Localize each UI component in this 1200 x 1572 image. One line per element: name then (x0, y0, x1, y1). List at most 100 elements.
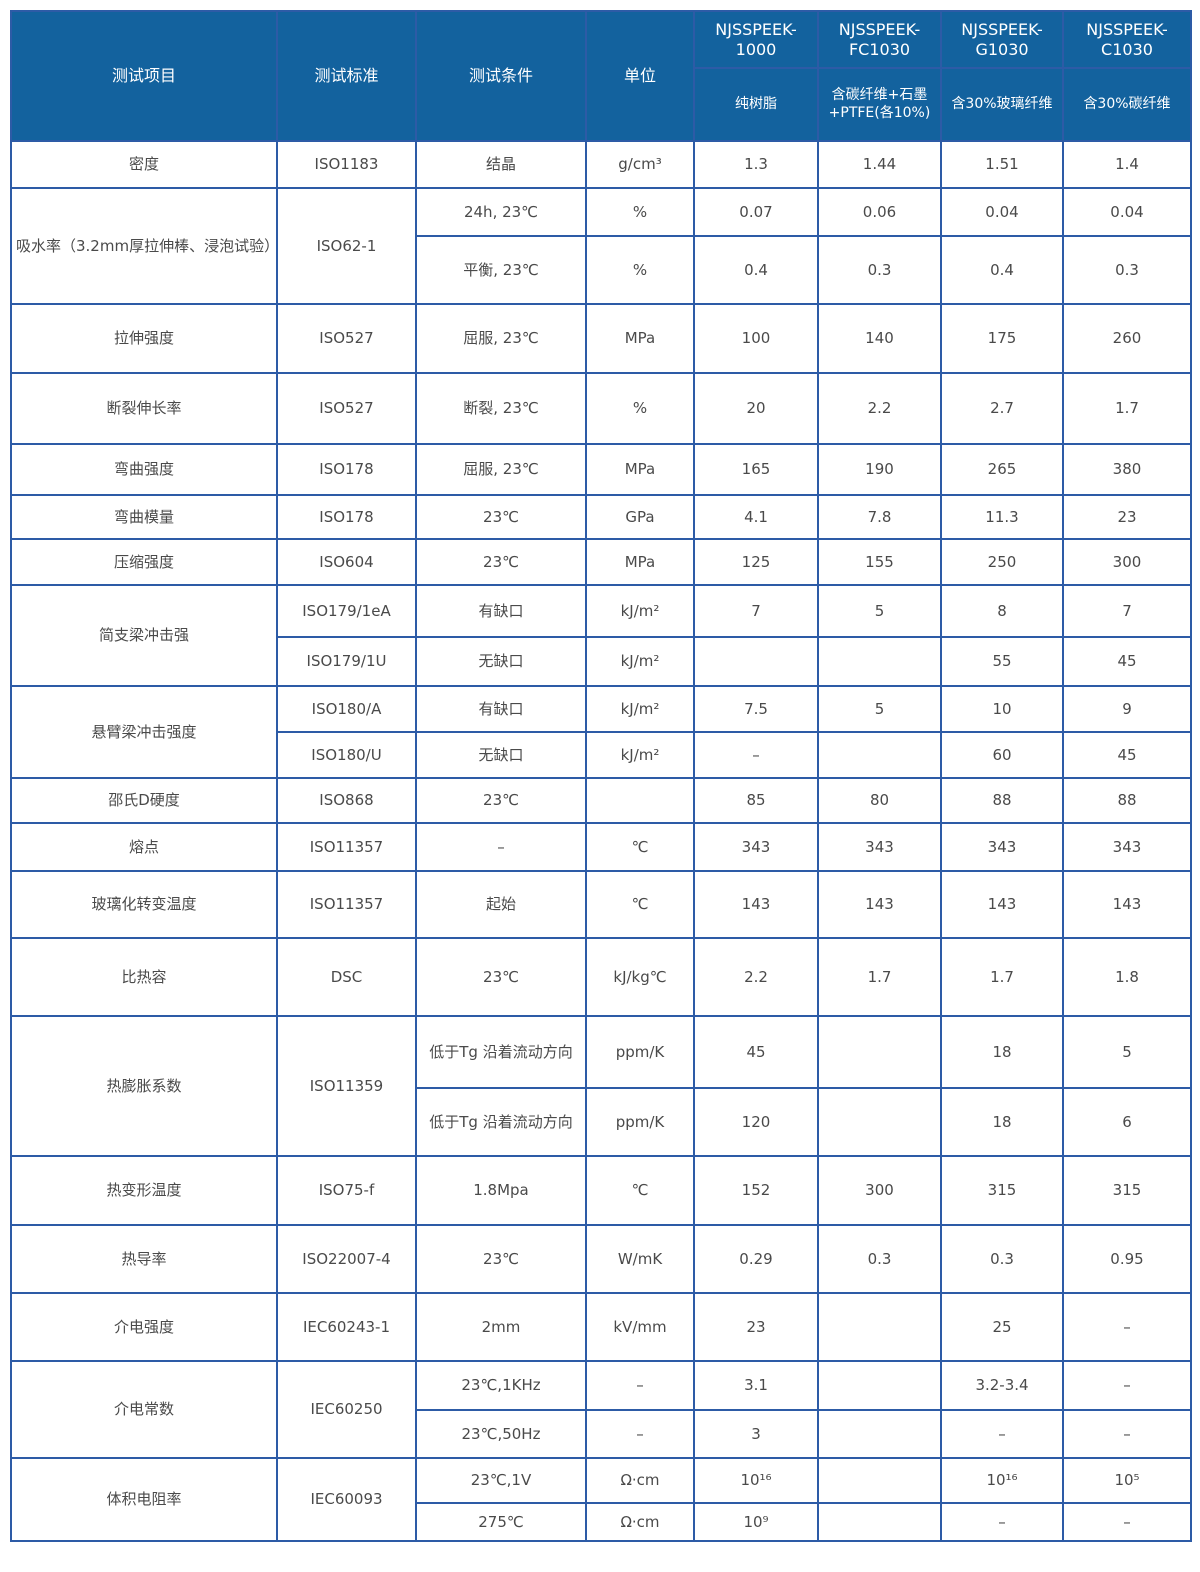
table-cell: 0.07 (693, 187, 819, 237)
table-cell: 23℃,50Hz (415, 1409, 587, 1459)
table-cell: 300 (817, 1155, 942, 1226)
table-row: 吸水率（3.2mm厚拉伸棒、浸泡试验） ISO62-1 24h, 23℃% 0.07 0… (10, 187, 1192, 305)
table-cell: ISO62-1 (276, 187, 417, 305)
table-cell: 7.5 (693, 685, 819, 733)
table-cell: – (1062, 1502, 1192, 1542)
table-cell: 密度 (10, 140, 278, 189)
table-cell: 100 (693, 303, 819, 374)
table-cell: 弯曲强度 (10, 443, 278, 496)
table-cell: ISO11359 (276, 1015, 417, 1157)
table-cell: Ω·cm (585, 1457, 695, 1504)
table-cell: 23℃ (415, 777, 587, 824)
table-cell (817, 1409, 942, 1459)
table-cell: 143 (1062, 870, 1192, 939)
table-cell: 275℃ (415, 1502, 587, 1542)
table-cell: 3 (693, 1409, 819, 1459)
table-cell: ℃ (585, 1155, 695, 1226)
table-cell: – (693, 731, 819, 779)
table-cell: 热膨胀系数 (10, 1015, 278, 1157)
grade-desc: 含碳纤维+石墨+PTFE(各10%) (817, 67, 942, 142)
table-row: 平衡, 23℃% 0.4 0.3 0.4 0.3 (11, 235, 1192, 305)
table-cell: 0.4 (940, 235, 1064, 305)
table-cell: 45 (1062, 636, 1192, 687)
table-cell: ISO179/1U (276, 636, 417, 687)
table-cell: ISO178 (276, 494, 417, 540)
table-cell: 23℃ (415, 1224, 587, 1294)
table-cell (817, 636, 942, 687)
table-cell: 1.7 (1062, 372, 1192, 445)
table-cell: 0.04 (1062, 187, 1192, 237)
table-cell: 2.2 (817, 372, 942, 445)
table-cell: 起始 (415, 870, 587, 939)
table-row: 低于Tg 沿着流动方向 ppm/K 120 18 6 (11, 1087, 1192, 1157)
grade-desc: 含30%碳纤维 (1062, 67, 1192, 142)
table-cell: ppm/K (585, 1087, 695, 1157)
table-cell: 玻璃化转变温度 (10, 870, 278, 939)
table-cell: MPa (585, 443, 695, 496)
table-cell: kJ/m² (585, 636, 695, 687)
table-cell: 315 (940, 1155, 1064, 1226)
table-cell: IEC60250 (276, 1360, 417, 1459)
table-cell: 260 (1062, 303, 1192, 374)
table-cell: 23℃ (415, 538, 587, 586)
table-cell: 18 (940, 1087, 1064, 1157)
table-cell: 250 (940, 538, 1064, 586)
table-cell: ppm/K (585, 1015, 695, 1089)
table-cell: g/cm³ (585, 140, 695, 189)
table-row: 玻璃化转变温度 ISO11357 起始 ℃ 143 143 143 143 (10, 870, 1192, 939)
table-cell: 343 (1062, 822, 1192, 872)
table-cell: 1.4 (1062, 140, 1192, 189)
table-row: 热导率 ISO22007-4 23℃ W/mK 0.29 0.3 0.3 0.95 (10, 1224, 1192, 1294)
table-cell: ISO1183 (276, 140, 417, 189)
table-cell: 平衡, 23℃ (415, 235, 587, 305)
header-item: 测试项目 (10, 10, 278, 142)
table-cell: 1.3 (693, 140, 819, 189)
table-cell: 比热容 (10, 937, 278, 1017)
table-row: 拉伸强度 ISO527 屈服, 23℃ MPa 100 140 175 260 (10, 303, 1192, 374)
table-cell: 25 (940, 1292, 1064, 1362)
table-cell: 5 (817, 584, 942, 638)
table-cell: 143 (817, 870, 942, 939)
table-cell: 结晶 (415, 140, 587, 189)
grade-name: NJSSPEEK-G1030 (940, 10, 1064, 69)
table-cell (817, 1292, 942, 1362)
table-cell: 低于Tg 沿着流动方向 (415, 1087, 587, 1157)
table-cell: 无缺口 (415, 636, 587, 687)
table-cell: 3.1 (693, 1360, 819, 1411)
table-cell: 2mm (415, 1292, 587, 1362)
table-cell: 屈服, 23℃ (415, 443, 587, 496)
table-cell: 190 (817, 443, 942, 496)
table-row: 熔点 ISO11357– ℃ 343 343 343 343 (10, 822, 1192, 872)
table-body: 密度 ISO1183 结晶 g/cm³ 1.3 1.44 1.51 1.4 吸水率（3.2mm厚… (10, 140, 1192, 1542)
table-cell (817, 1015, 942, 1089)
table-cell: 介电常数 (10, 1360, 278, 1459)
table-cell: IEC60243-1 (276, 1292, 417, 1362)
table-cell: 143 (940, 870, 1064, 939)
table-row: 断裂伸长率 ISO527 断裂, 23℃% 20 2.2 2.7 1.7 (10, 372, 1192, 445)
table-cell: 0.3 (817, 1224, 942, 1294)
table-cell: 300 (1062, 538, 1192, 586)
table-cell (585, 777, 695, 824)
table-cell: 0.06 (817, 187, 942, 237)
table-cell: 23℃ (415, 494, 587, 540)
table-cell: 343 (940, 822, 1064, 872)
table-cell: ISO179/1eA (276, 584, 417, 638)
table-row: 热膨胀系数 ISO11359 低于Tg 沿着流动方向 ppm/K 45 18 5 (10, 1015, 1192, 1157)
table-row: 介电常数 IEC60250 23℃,1KHz –3.1 3.2-3.4– (10, 1360, 1192, 1459)
table-cell: 143 (693, 870, 819, 939)
table-cell: ISO11357 (276, 870, 417, 939)
table-cell: 24h, 23℃ (415, 187, 587, 237)
table-cell: 无缺口 (415, 731, 587, 779)
table-row: 弯曲强度 ISO178 屈服, 23℃ MPa 165 190 265 380 (10, 443, 1192, 496)
table-cell: 6 (1062, 1087, 1192, 1157)
table-row: 体积电阻率 IEC60093 23℃,1V Ω·cm 10¹⁶ 10¹⁶ 10⁵ (10, 1457, 1192, 1542)
table-cell: 1.7 (940, 937, 1064, 1017)
grade-desc: 纯树脂 (693, 67, 819, 142)
table-cell: 7.8 (817, 494, 942, 540)
table-cell: 0.3 (817, 235, 942, 305)
table-cell: 0.29 (693, 1224, 819, 1294)
table-cell: – (1062, 1292, 1192, 1362)
table-cell: 11.3 (940, 494, 1064, 540)
table-cell: – (940, 1502, 1064, 1542)
table-cell: 60 (940, 731, 1064, 779)
